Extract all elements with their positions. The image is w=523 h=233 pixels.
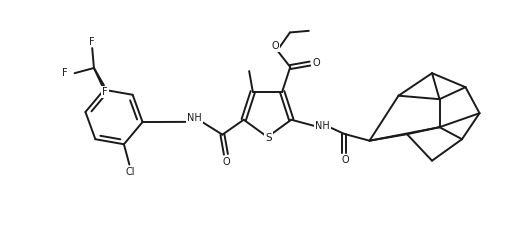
Text: O: O	[271, 41, 279, 51]
Text: F: F	[62, 68, 68, 78]
Text: S: S	[265, 133, 272, 143]
Text: F: F	[89, 37, 95, 47]
Text: F: F	[102, 87, 108, 97]
Text: O: O	[312, 58, 320, 68]
Text: NH: NH	[315, 121, 330, 131]
Text: O: O	[341, 155, 349, 165]
Text: O: O	[222, 157, 230, 167]
Text: Cl: Cl	[125, 167, 134, 177]
Text: NH: NH	[187, 113, 202, 123]
